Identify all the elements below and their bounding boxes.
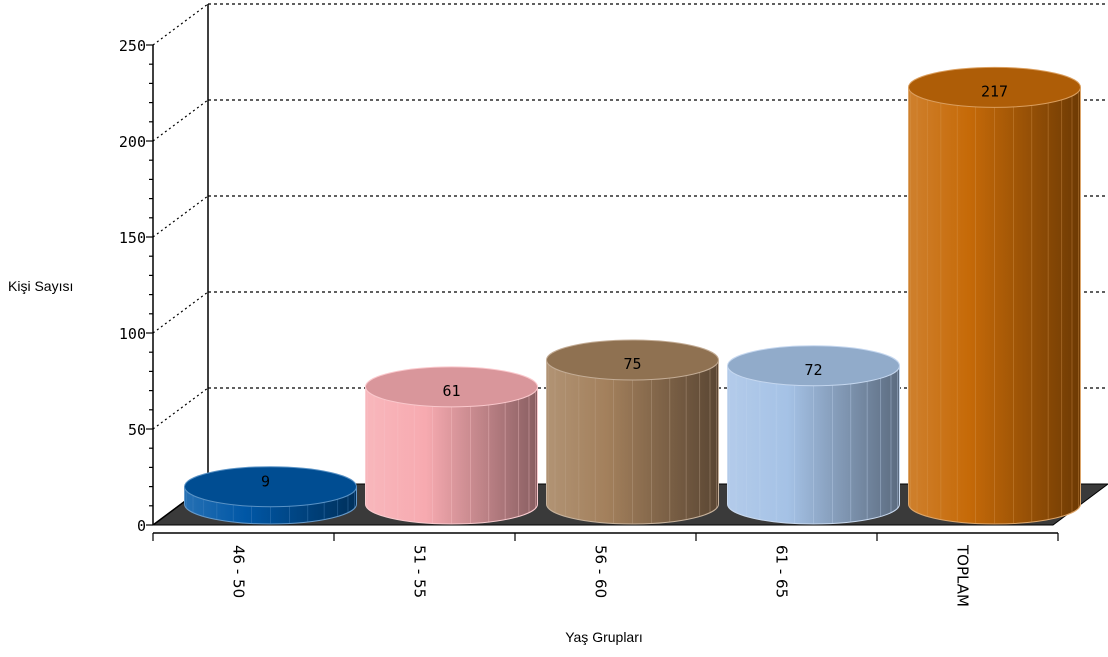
x-tick-label: TOPLAM	[954, 544, 972, 607]
y-axis: 0 50 100 150 200 250	[119, 37, 154, 535]
y-tick-label: 250	[119, 37, 146, 55]
x-axis-title: Yaş Grupları	[565, 629, 643, 645]
bar-top	[184, 466, 357, 508]
x-tick-label: 46 - 50	[230, 545, 248, 598]
value-labels: 9 61 75 72 217	[261, 82, 1008, 490]
value-label: 75	[623, 355, 641, 373]
x-axis: 46 - 50 51 - 55 56 - 60 61 - 65 TOPLAM	[152, 532, 1059, 607]
y-tick-label: 150	[119, 229, 146, 247]
bar	[184, 466, 357, 525]
bars	[184, 66, 1081, 525]
bar	[365, 366, 538, 525]
x-tick-label: 51 - 55	[411, 545, 429, 598]
y-tick-label: 50	[128, 421, 146, 439]
value-label: 9	[261, 473, 270, 491]
grid-line	[152, 291, 209, 334]
bar	[546, 339, 719, 525]
y-axis-title: Kişi Sayısı	[8, 278, 73, 294]
y-tick-label: 200	[119, 133, 146, 151]
bar	[908, 66, 1081, 525]
bar-top	[365, 366, 538, 408]
grid-line	[152, 387, 209, 430]
value-label: 72	[804, 361, 822, 379]
value-label: 61	[442, 382, 460, 400]
x-tick-label: 56 - 60	[592, 545, 610, 598]
bar-top	[546, 339, 719, 381]
bar	[727, 345, 900, 525]
bar-top	[727, 345, 900, 387]
y-tick-label: 100	[119, 325, 146, 343]
y-tick-label: 0	[137, 517, 146, 535]
value-label: 217	[981, 82, 1008, 100]
grid-line	[152, 195, 209, 238]
x-tick-label: 61 - 65	[773, 545, 791, 598]
grid-line	[152, 3, 209, 46]
grid-line	[152, 99, 209, 142]
bar-top	[908, 66, 1081, 108]
